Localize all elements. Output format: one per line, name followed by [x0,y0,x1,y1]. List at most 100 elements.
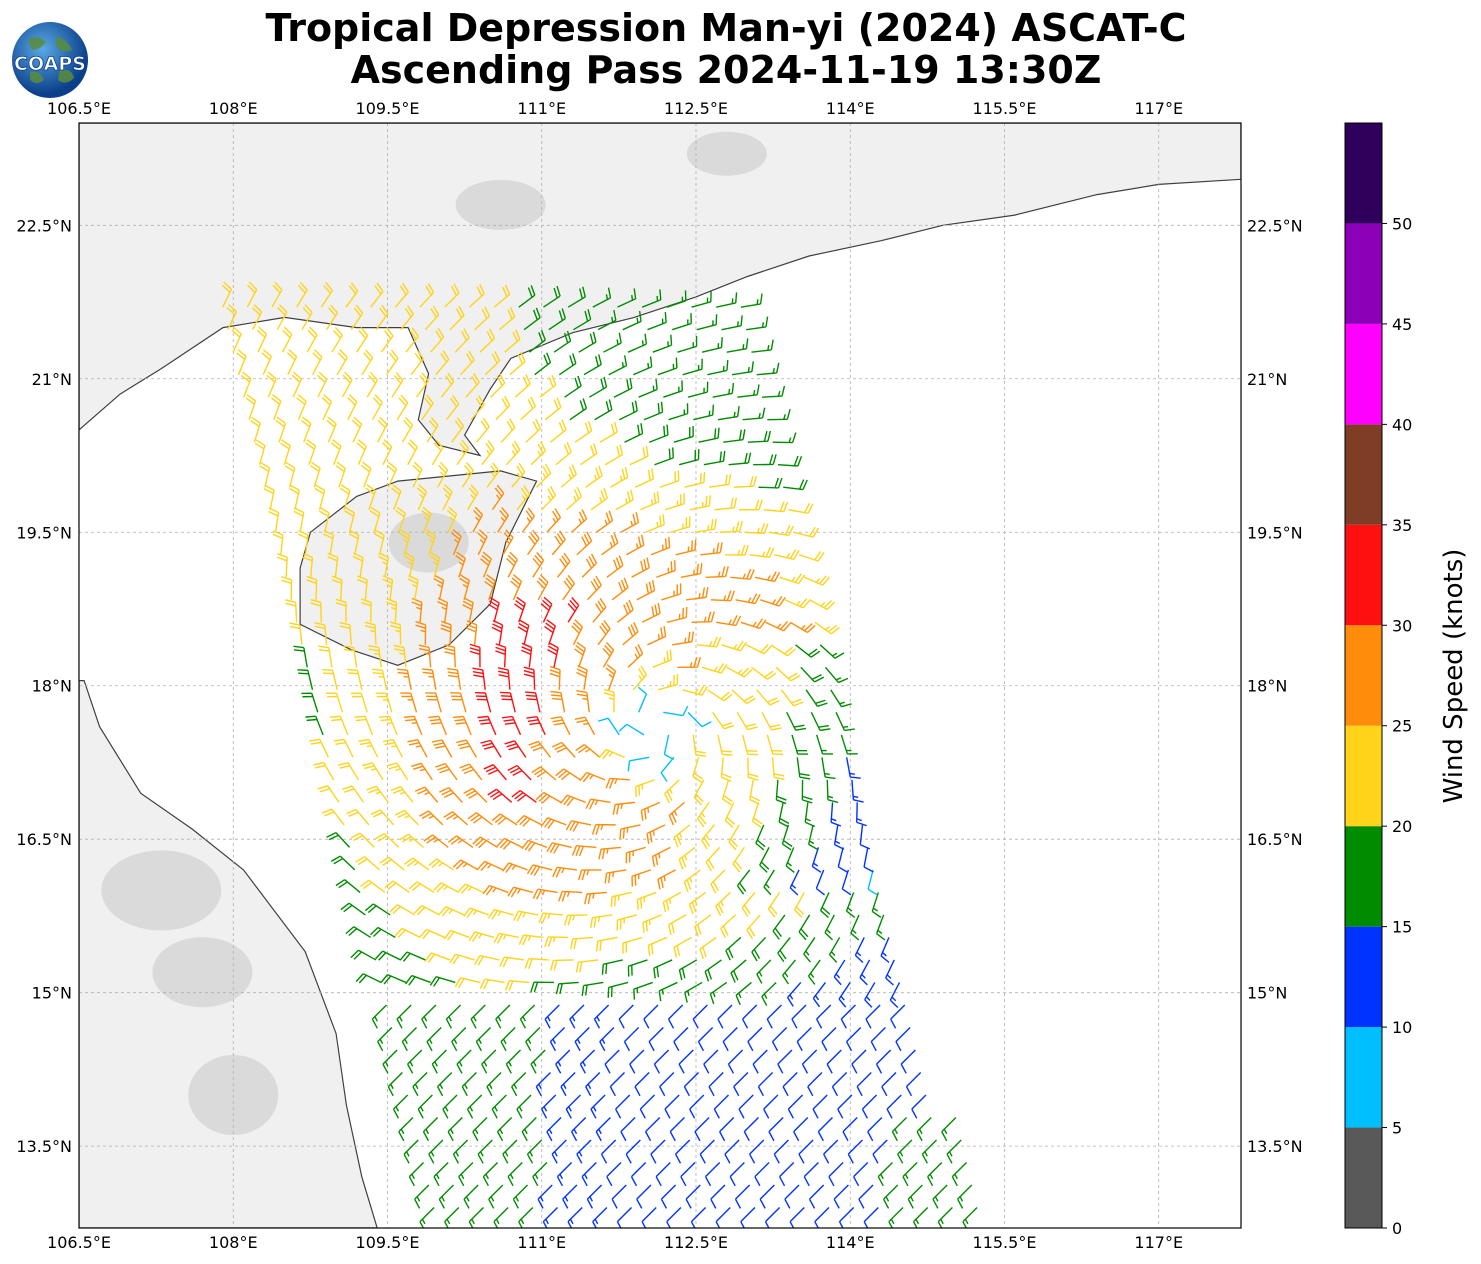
wind-barb [618,400,638,421]
wind-barb [480,739,502,758]
wind-barb [741,1004,758,1029]
terrain-shade [686,131,767,176]
wind-barb [474,306,491,331]
wind-barb [309,461,321,488]
wind-barb [891,1117,908,1142]
wind-barb [719,521,743,533]
colorbar-tick-label: 40 [1392,415,1412,434]
wind-barb [664,1094,680,1119]
wind-barb [856,1071,872,1097]
wind-barb [423,834,449,848]
wind-barb [758,477,783,489]
wind-barb [261,349,272,375]
wind-barb [706,689,733,702]
wind-barb [781,824,793,851]
wind-barb [300,416,312,443]
wind-barb [463,907,490,919]
wind-barb [291,371,303,398]
wind-barb [726,666,753,678]
wind-barb [640,801,661,821]
wind-barb [259,461,271,488]
wind-barb [712,383,735,398]
wind-barb [636,891,657,910]
wind-barb [495,643,507,668]
wind-barb [660,756,675,782]
colorbar-tick-label: 15 [1392,918,1412,937]
wind-barb [377,416,388,443]
lon-tick-label-top: 112.5°E [664,99,728,118]
logo-text: COAPS [14,53,86,75]
wind-barb [637,686,648,713]
wind-barb [391,484,402,511]
wind-barb [787,981,802,1007]
wind-barb [481,1049,497,1074]
wind-barb [663,734,674,761]
wind-barb [386,461,398,488]
wind-barb [773,1139,789,1164]
wind-barb [865,1004,881,1029]
wind-barb [895,1026,911,1052]
wind-barb [418,644,432,668]
wind-barb [452,715,472,736]
wind-barb [343,645,358,668]
wind-barb [752,1049,768,1074]
wind-barb [556,552,571,578]
wind-barb [474,691,492,713]
wind-barb [462,597,474,623]
wind-barb [446,506,458,533]
wind-barb [833,824,845,850]
wind-barb [544,397,562,421]
wind-barb [386,598,398,623]
wind-barb [775,666,801,682]
wind-barb [421,668,437,690]
wind-barb [749,1139,765,1164]
wind-barb [335,879,361,893]
wind-barb [378,552,390,578]
wind-barb [491,1094,507,1119]
wind-barb [732,846,745,873]
wind-barb [679,449,700,466]
wind-barb [845,1026,862,1052]
wind-barb [364,621,377,645]
wind-barb [275,416,287,443]
wind-barb [560,464,578,488]
wind-barb [555,981,579,995]
wind-barb [501,862,528,873]
wind-barb [650,537,671,556]
wind-barb [824,666,849,684]
map-frame [78,122,1242,1229]
wind-barb [638,379,658,398]
wind-barb [585,465,603,488]
wind-barb [530,981,555,993]
wind-barb [787,1094,804,1119]
wind-barb [565,1094,581,1119]
wind-barb [875,1049,892,1074]
wind-barb [838,1207,855,1228]
wind-barb [809,599,836,611]
wind-barb [598,748,625,760]
wind-barb [393,644,407,668]
wind-barb [540,817,567,830]
wind-barb [541,485,557,511]
wind-barb [625,534,645,556]
wind-barb [590,914,613,929]
wind-barb [369,926,396,939]
wind-barb [646,824,666,844]
colorbar-bin [1345,1127,1382,1228]
wind-barb [251,304,263,330]
wind-barb [581,1162,597,1187]
wind-barb [687,381,709,398]
wind-barb [536,574,549,601]
wind-barb [553,330,572,353]
wind-barb [736,869,751,895]
wind-barb [658,981,678,1002]
wind-barb [532,888,558,900]
wind-barb [661,583,682,601]
wind-barb [817,1117,834,1142]
wind-barb [623,1026,640,1052]
wind-barb [293,507,305,533]
wind-barb [692,734,707,758]
lon-tick-label-bottom: 115.5°E [973,1233,1037,1252]
wind-barb [550,716,571,736]
wind-barb [641,1207,657,1228]
